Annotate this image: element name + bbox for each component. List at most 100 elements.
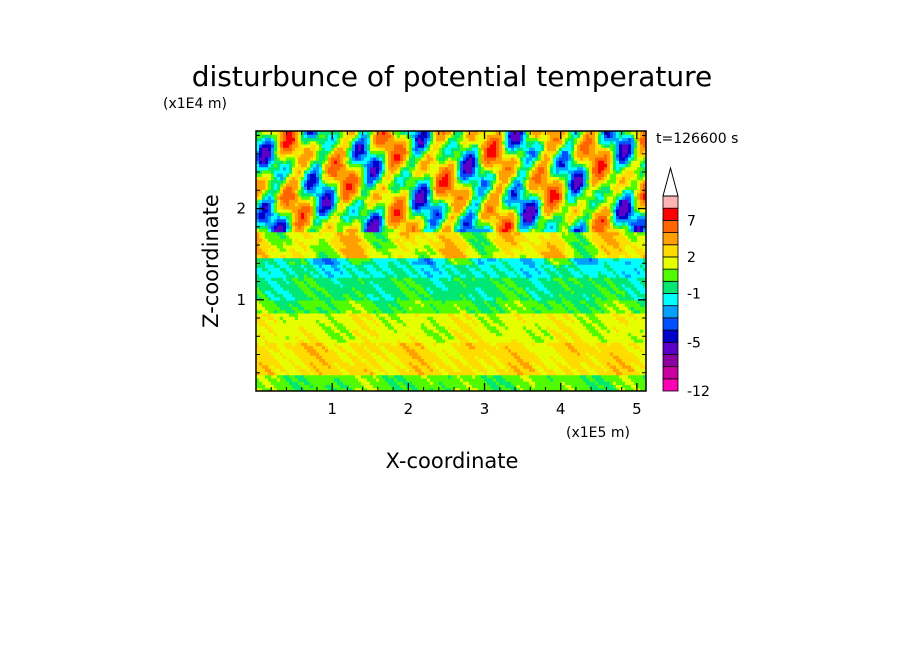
contour-cell bbox=[478, 348, 482, 353]
contour-cell bbox=[526, 287, 530, 291]
contour-cell bbox=[643, 332, 647, 337]
contour-cell bbox=[457, 355, 461, 359]
contour-cell bbox=[403, 293, 407, 298]
contour-cell bbox=[325, 335, 329, 340]
contour-cell bbox=[589, 303, 593, 307]
contour-cell bbox=[625, 319, 629, 324]
contour-cell bbox=[319, 274, 323, 278]
contour-cell bbox=[643, 326, 647, 330]
contour-cell bbox=[343, 335, 347, 340]
contour-cell bbox=[637, 309, 641, 314]
contour-cell bbox=[493, 358, 497, 363]
contour-cell bbox=[607, 309, 611, 314]
contour-cell bbox=[349, 322, 353, 327]
contour-cell bbox=[589, 306, 593, 311]
contour-cell bbox=[529, 358, 533, 363]
contour-cell bbox=[496, 371, 500, 376]
contour-cell bbox=[301, 339, 305, 343]
contour-cell bbox=[493, 329, 497, 333]
contour-cell bbox=[571, 274, 575, 278]
contour-cell bbox=[511, 267, 515, 272]
contour-cell bbox=[256, 300, 260, 304]
contour-cell bbox=[550, 316, 554, 320]
contour-cell bbox=[439, 319, 443, 324]
contour-cell bbox=[472, 280, 476, 285]
contour-cell bbox=[448, 283, 452, 288]
contour-cell bbox=[298, 290, 302, 294]
contour-cell bbox=[634, 384, 638, 389]
contour-cell bbox=[352, 342, 356, 346]
contour-cell bbox=[517, 378, 521, 382]
contour-cell bbox=[634, 345, 638, 350]
contour-cell bbox=[496, 365, 500, 369]
contour-cell bbox=[613, 277, 617, 281]
contour-cell bbox=[634, 348, 638, 353]
contour-cell bbox=[538, 352, 542, 356]
contour-cell bbox=[277, 280, 281, 285]
contour-cell bbox=[271, 326, 275, 330]
contour-cell bbox=[592, 300, 596, 304]
contour-cell bbox=[514, 270, 518, 275]
contour-cell bbox=[427, 378, 431, 382]
contour-cell bbox=[400, 378, 404, 382]
contour-cell bbox=[343, 355, 347, 359]
contour-cell bbox=[391, 339, 395, 343]
contour-cell bbox=[442, 348, 446, 353]
contour-cell bbox=[340, 387, 344, 392]
contour-cell bbox=[301, 322, 305, 327]
contour-cell bbox=[262, 274, 266, 278]
contour-cell bbox=[385, 387, 389, 392]
contour-cell bbox=[622, 313, 626, 317]
contour-cell bbox=[400, 280, 404, 285]
contour-cell bbox=[442, 274, 446, 278]
contour-cell bbox=[277, 303, 281, 307]
contour-cell bbox=[373, 361, 377, 366]
contour-cell bbox=[529, 319, 533, 324]
contour-cell bbox=[448, 371, 452, 376]
contour-cell bbox=[427, 270, 431, 275]
contour-cell bbox=[307, 352, 311, 356]
contour-cell bbox=[280, 384, 284, 389]
contour-cell bbox=[319, 384, 323, 389]
contour-cell bbox=[409, 322, 413, 327]
contour-cell bbox=[367, 306, 371, 311]
contour-cell bbox=[391, 371, 395, 376]
contour-cell bbox=[256, 293, 260, 298]
contour-cell bbox=[457, 306, 461, 311]
contour-cell bbox=[265, 332, 269, 337]
contour-cell bbox=[628, 303, 632, 307]
contour-cell bbox=[460, 339, 464, 343]
contour-cell bbox=[637, 384, 641, 389]
contour-cell bbox=[364, 264, 368, 268]
contour-cell bbox=[328, 270, 332, 275]
contour-cell bbox=[391, 335, 395, 340]
contour-cell bbox=[394, 355, 398, 359]
contour-cell bbox=[586, 287, 590, 291]
contour-cell bbox=[565, 280, 569, 285]
contour-cell bbox=[430, 335, 434, 340]
contour-cell bbox=[382, 283, 386, 288]
contour-cell bbox=[268, 277, 272, 281]
contour-cell bbox=[367, 371, 371, 376]
contour-cell bbox=[406, 374, 410, 379]
contour-cell bbox=[490, 280, 494, 285]
contour-cell bbox=[439, 283, 443, 288]
contour-cell bbox=[322, 300, 326, 304]
contour-cell bbox=[526, 329, 530, 333]
contour-cell bbox=[505, 270, 509, 275]
contour-cell bbox=[553, 342, 557, 346]
contour-cell bbox=[373, 319, 377, 324]
contour-cell bbox=[265, 300, 269, 304]
contour-cell bbox=[526, 277, 530, 281]
contour-cell bbox=[295, 371, 299, 376]
contour-cell bbox=[319, 287, 323, 291]
contour-cell bbox=[412, 361, 416, 366]
contour-cell bbox=[400, 264, 404, 268]
contour-cell bbox=[343, 368, 347, 372]
contour-cell bbox=[361, 303, 365, 307]
contour-cell bbox=[517, 277, 521, 281]
contour-cell bbox=[256, 267, 260, 272]
contour-cell bbox=[478, 335, 482, 340]
contour-cell bbox=[313, 306, 317, 311]
contour-cell bbox=[442, 358, 446, 363]
